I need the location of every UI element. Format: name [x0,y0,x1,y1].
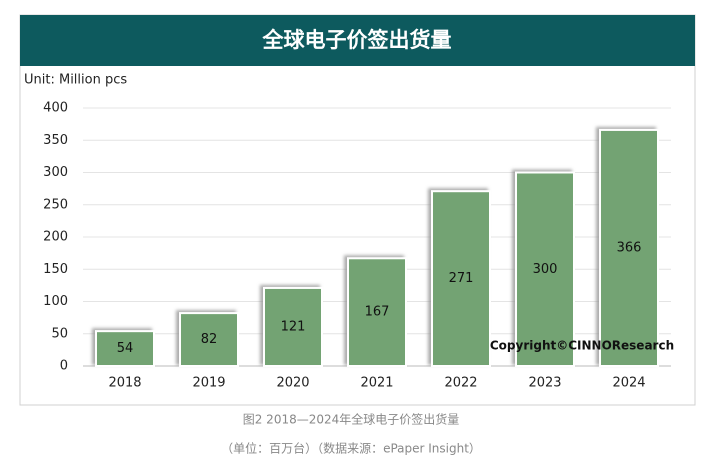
bar [263,286,323,367]
x-tick-label: 2021 [360,376,393,391]
y-tick-label: 200 [43,230,68,245]
data-label: 300 [533,262,558,277]
bar [431,190,491,367]
y-tick-label: 300 [43,165,68,180]
data-label: 121 [281,319,306,334]
data-label: 271 [449,271,474,286]
y-axis-label: Unit: Million pcs [24,73,127,88]
x-tick-label: 2022 [444,376,477,391]
y-tick-label: 250 [43,197,68,212]
bar [347,257,407,367]
bar [95,330,155,368]
x-tick-label: 2019 [192,376,225,391]
data-label: 167 [365,305,390,320]
y-tick-label: 0 [60,359,68,374]
caption: （单位：百万台）（数据来源：ePaper Insight） [221,441,481,456]
x-tick-label: 2023 [528,376,561,391]
y-tick-label: 350 [43,133,68,148]
chart-title: 全球电子价签出货量 [262,28,452,52]
x-tick-label: 2020 [276,376,309,391]
data-label: 82 [201,332,218,347]
bar [599,128,659,367]
y-tick-label: 150 [43,262,68,277]
x-tick-label: 2024 [612,376,645,391]
y-tick-label: 50 [51,326,68,341]
title-banner [20,15,695,66]
x-tick-label: 2018 [108,376,141,391]
data-label: 54 [117,341,134,356]
data-label: 366 [617,240,642,255]
bar [515,171,575,367]
watermark: Copyright©CINNOResearch [490,339,674,353]
bar [179,312,239,367]
y-tick-label: 400 [43,101,68,116]
y-tick-label: 100 [43,294,68,309]
caption: 图2 2018—2024年全球电子价签出货量 [243,412,460,427]
